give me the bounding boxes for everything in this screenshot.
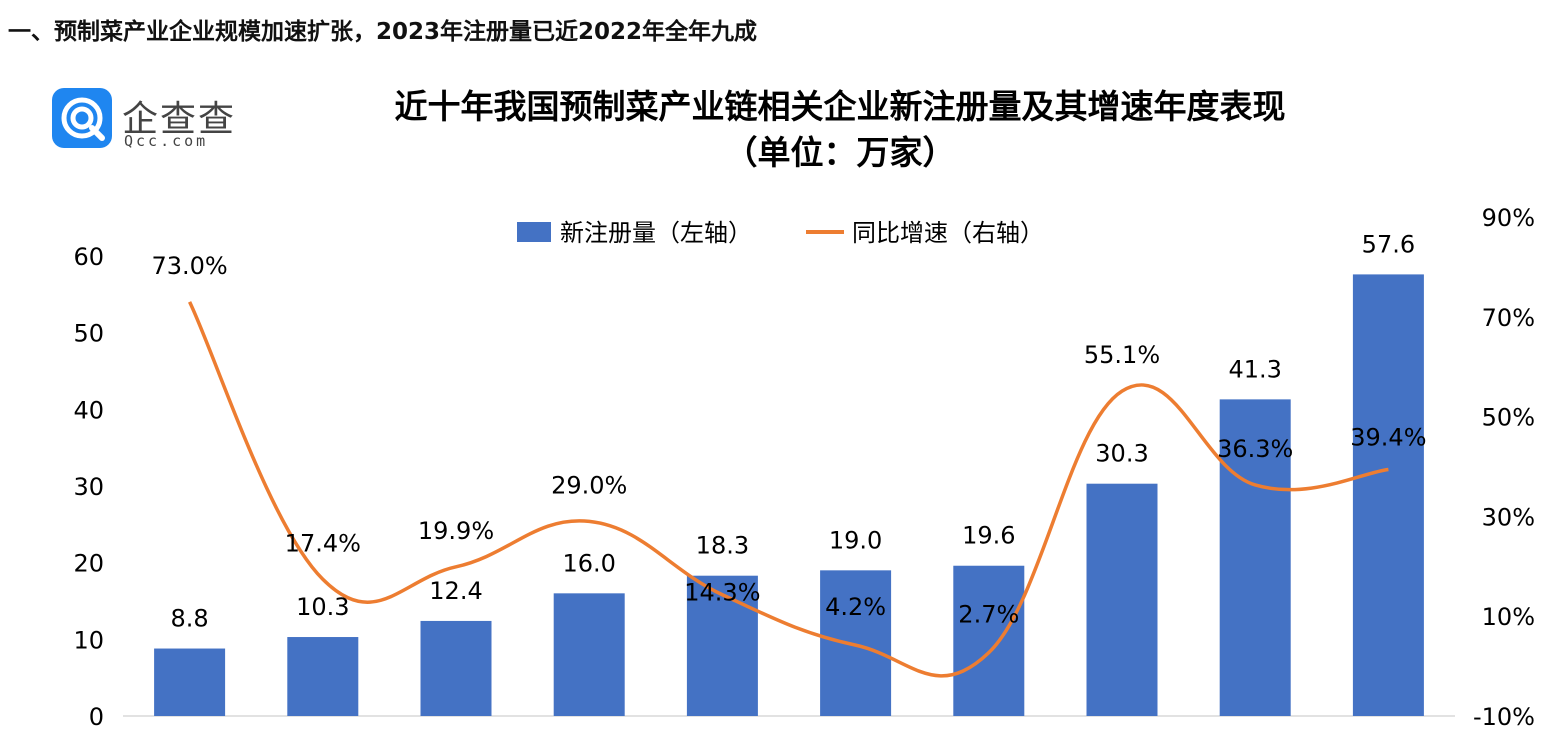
bar-value-label: 19.6 <box>962 522 1015 550</box>
growth-rate-line <box>188 301 1389 678</box>
bar-new-registrations <box>553 593 625 716</box>
logo-domain: Qcc.com <box>124 132 209 150</box>
right-axis-tick: -10% <box>1473 703 1535 731</box>
growth-rate-label: 55.1% <box>1084 341 1160 369</box>
growth-rate-label: 36.3% <box>1217 435 1293 463</box>
bar-new-registrations <box>1219 399 1291 716</box>
bar-new-registrations <box>420 620 492 716</box>
right-axis-tick: 10% <box>1482 603 1535 631</box>
bar-value-label: 18.3 <box>696 532 749 560</box>
chart-legend: 新注册量（左轴） 同比增速（右轴） <box>517 219 1044 247</box>
legend-label-bar: 新注册量（左轴） <box>560 219 752 247</box>
bar-value-label: 10.3 <box>296 593 349 621</box>
bar-new-registrations <box>953 565 1025 716</box>
section-heading: 一、预制菜产业企业规模加速扩张，2023年注册量已近2022年全年九成 <box>8 19 758 45</box>
bar-value-label: 12.4 <box>429 577 482 605</box>
bar-new-registrations <box>686 575 758 716</box>
growth-rate-label: 2.7% <box>958 601 1019 629</box>
bar-value-label: 30.3 <box>1095 440 1148 468</box>
right-axis-tick: 30% <box>1482 503 1535 531</box>
growth-rate-label: 19.9% <box>418 517 494 545</box>
growth-rate-label: 29.0% <box>551 471 627 499</box>
bar-value-label: 8.8 <box>171 605 209 633</box>
qcc-logo-icon <box>52 88 112 148</box>
bar-value-label: 16.0 <box>562 549 615 577</box>
legend-label-line: 同比增速（右轴） <box>852 219 1044 247</box>
qcc-logo: 企查查 Qcc.com <box>52 88 252 150</box>
left-axis-tick: 0 <box>89 703 104 731</box>
bar-new-registrations <box>1086 483 1158 716</box>
right-axis-tick: 70% <box>1482 304 1535 332</box>
left-axis-tick: 20 <box>73 550 104 578</box>
bar-new-registrations <box>154 648 226 716</box>
bar-new-registrations <box>820 570 892 716</box>
chart-title-block: 近十年我国预制菜产业链相关企业新注册量及其增速年度表现 （单位：万家） <box>290 84 1390 176</box>
bar-value-label: 19.0 <box>829 526 882 554</box>
left-axis-tick: 30 <box>73 473 104 501</box>
chart-subtitle: （单位：万家） <box>724 133 956 172</box>
left-axis-tick: 40 <box>73 396 104 424</box>
left-axis-tick: 50 <box>73 320 104 348</box>
logo-name: 企查查 <box>122 99 237 140</box>
right-axis-tick: 50% <box>1482 404 1535 432</box>
legend-swatch-bar <box>517 222 551 242</box>
left-axis-tick: 60 <box>73 243 104 271</box>
growth-rate-label: 17.4% <box>285 529 361 557</box>
chart-title: 近十年我国预制菜产业链相关企业新注册量及其增速年度表现 <box>394 87 1286 126</box>
bar-new-registrations <box>1352 274 1424 716</box>
growth-rate-label: 14.3% <box>684 579 760 607</box>
bar-value-label: 57.6 <box>1362 230 1415 258</box>
right-axis-tick: 90% <box>1482 204 1535 232</box>
bar-new-registrations <box>287 637 359 716</box>
growth-rate-label: 4.2% <box>825 593 886 621</box>
growth-rate-label: 73.0% <box>151 252 227 280</box>
left-axis-tick: 10 <box>73 626 104 654</box>
bar-value-label: 41.3 <box>1228 355 1281 383</box>
growth-rate-label: 39.4% <box>1350 423 1426 451</box>
